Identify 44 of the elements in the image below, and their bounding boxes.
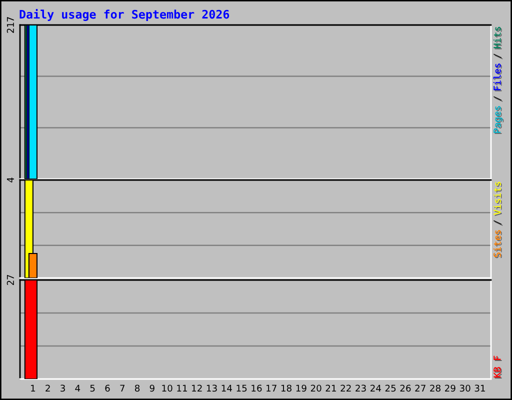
x-tick-label: 17: [266, 384, 276, 392]
x-tick-label: 2: [46, 384, 50, 392]
text: KB F: [494, 356, 502, 378]
x-tick-label: 26: [400, 384, 411, 392]
x-tick-label: 28: [430, 384, 440, 392]
x-tick-label: 10: [162, 384, 172, 392]
y-tick-label: 27: [6, 275, 14, 285]
chart-title: Daily usage for September 2026: [20, 9, 230, 21]
text: Sites: [493, 230, 502, 258]
x-tick-label: 14: [222, 384, 232, 392]
x-tick-label: 6: [105, 384, 110, 392]
text: Files: [493, 64, 502, 92]
x-tick-label: 30: [460, 384, 470, 392]
text: Visits: [493, 182, 502, 216]
text: /: [494, 54, 503, 60]
text: Pages: [494, 106, 504, 134]
x-tick-label: 19: [296, 384, 306, 392]
x-tick-label: 7: [120, 384, 124, 392]
text: Hits: [493, 26, 502, 50]
x-tick-label: 18: [281, 384, 292, 392]
y-tick-label: 4: [6, 178, 14, 182]
x-tick-label: 3: [60, 384, 65, 392]
x-tick-label: 15: [236, 384, 247, 392]
x-tick-label: 31: [474, 384, 485, 392]
x-tick-label: 12: [192, 384, 202, 392]
text: /: [494, 220, 503, 226]
x-tick-label: 5: [90, 384, 95, 392]
x-tick-label: 9: [150, 384, 154, 392]
x-tick-label: 22: [340, 384, 351, 392]
x-tick-label: 25: [385, 384, 396, 392]
x-tick-label: 11: [177, 384, 187, 392]
x-tick-label: 16: [252, 384, 262, 392]
x-tick-label: 29: [445, 384, 456, 392]
y-tick-label: 217: [6, 17, 14, 33]
x-tick-label: 24: [370, 384, 381, 392]
x-tick-label: 21: [326, 384, 336, 392]
x-tick-label: 23: [356, 384, 366, 392]
x-tick-label: 20: [310, 384, 322, 392]
x-tick-label: 4: [75, 384, 80, 392]
x-tick-label: 13: [206, 384, 217, 392]
x-tick-label: 1: [31, 384, 36, 392]
x-tick-label: 27: [415, 384, 426, 392]
text: /: [494, 96, 503, 102]
x-tick-label: 8: [134, 384, 140, 392]
